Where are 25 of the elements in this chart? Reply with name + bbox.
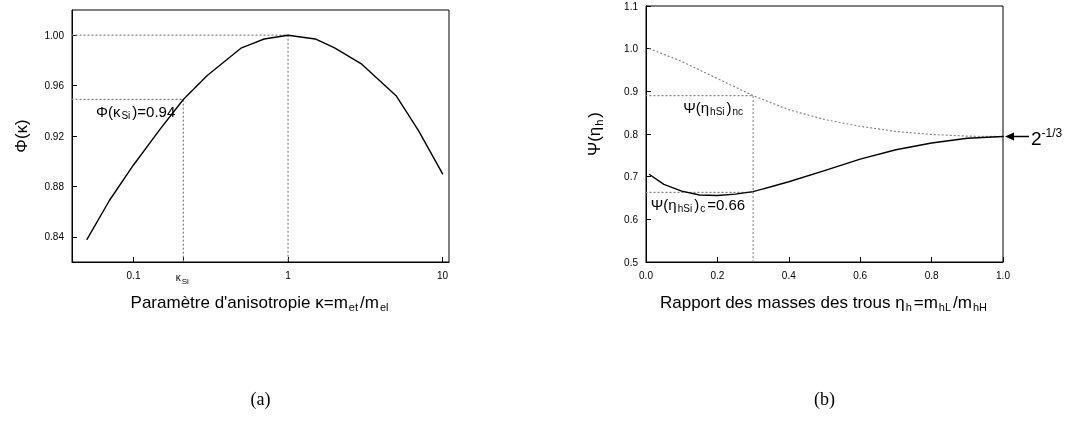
x-tick-label: 0.8 xyxy=(924,269,939,281)
y-tick-label: 0.9 xyxy=(624,85,639,97)
y-tick-label: 0.5 xyxy=(624,256,639,268)
y-tick-label: 0.92 xyxy=(44,130,65,142)
y-tick-label: 0.84 xyxy=(44,231,65,243)
y-tick-label: 0.7 xyxy=(624,171,639,183)
y-tick-label: 0.8 xyxy=(624,128,639,140)
x-tick-label: 1 xyxy=(285,269,292,281)
y-tick-label: 0.6 xyxy=(624,213,639,225)
text: (b) xyxy=(814,389,835,410)
y-axis-title: Φ(κ) xyxy=(12,119,31,153)
y-axis-title: Ψ(ηh) xyxy=(584,111,605,157)
y-tick-label: 1.00 xyxy=(44,29,65,41)
x-tick-label: 0.0 xyxy=(639,269,654,281)
x-tick-label: 0.4 xyxy=(781,269,797,281)
y-tick-label: 1.1 xyxy=(624,0,639,12)
x-tick-label: 1.0 xyxy=(996,269,1011,281)
x-tick-label: 0.1 xyxy=(126,269,141,281)
x-tick-label: 0.2 xyxy=(710,269,725,281)
y-tick-label: 1.0 xyxy=(624,43,639,55)
x-tick-label: 0.6 xyxy=(853,269,868,281)
y-tick-label: 0.96 xyxy=(44,80,65,92)
text: (a) xyxy=(250,389,271,410)
x-tick-label: 10 xyxy=(437,269,449,281)
y-tick-label: 0.88 xyxy=(44,180,65,192)
